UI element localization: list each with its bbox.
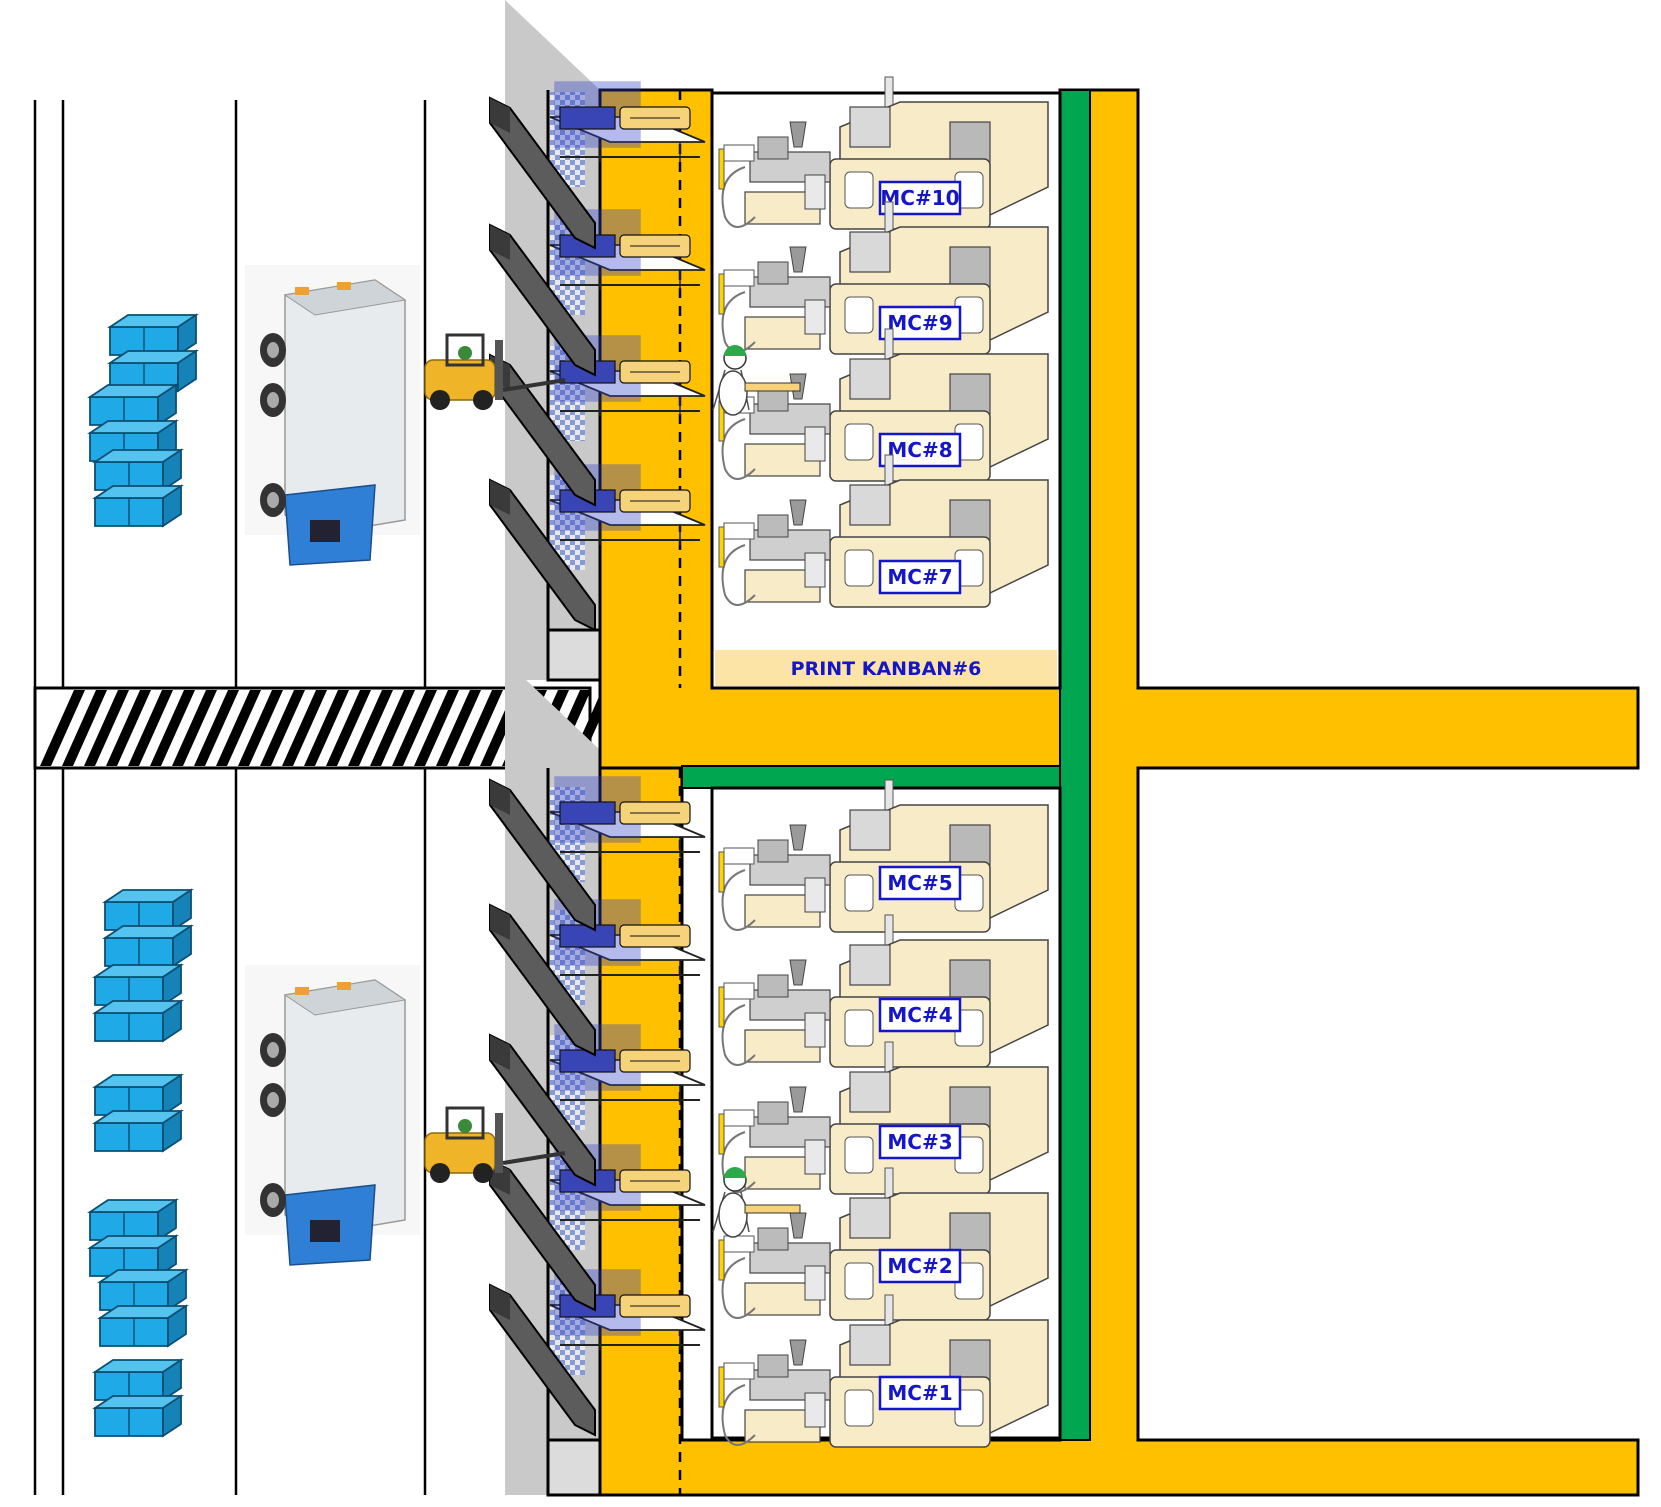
dock-ramp-icon <box>489 478 596 632</box>
injection-machine-icon: MC#3 <box>718 1041 1049 1195</box>
dock-ramp-icon <box>489 1158 596 1312</box>
machine-label-box <box>878 997 962 1033</box>
print-kanban-label: PRINT KANBAN#6 <box>791 658 982 680</box>
box-stack-icon <box>97 1268 189 1348</box>
box-stack-icon <box>107 313 199 393</box>
forklift-icon <box>424 1106 566 1183</box>
box-stack-icon <box>92 1358 184 1438</box>
box-stack-icon <box>92 963 184 1043</box>
dock-ramp-icon <box>489 1283 596 1437</box>
machine-label: MC#7 <box>887 565 952 589</box>
injection-machine-icon: MC#5 <box>718 779 1049 933</box>
injection-machine-icon: MC#9 <box>718 201 1049 355</box>
machine-label-box <box>878 1248 962 1284</box>
road-lane-lines <box>33 100 427 1495</box>
machine-label-box <box>878 1375 962 1411</box>
machine-label: MC#8 <box>887 438 952 462</box>
machine-label: MC#4 <box>887 1003 952 1027</box>
injection-machine-icon: MC#1 <box>718 1294 1049 1448</box>
box-stack-icon <box>102 888 194 968</box>
shipping-rack-icon <box>549 776 706 882</box>
injection-machine-icon: MC#4 <box>718 914 1049 1068</box>
injection-machines: MC#10 MC#9 MC#8 MC#7 MC#5 MC#4 MC#3 MC#2 MC#1 <box>718 76 1049 1448</box>
machine-label-box <box>878 559 962 595</box>
truck-icon <box>245 265 420 566</box>
box-stack-icon <box>87 1198 179 1278</box>
machine-label: MC#2 <box>887 1254 952 1278</box>
forklifts <box>424 333 566 1183</box>
shipping-rack-icon <box>549 81 706 187</box>
crosswalk <box>33 686 613 770</box>
injection-machine-icon: MC#10 <box>718 76 1049 230</box>
dock-ramp-icon <box>489 1033 596 1187</box>
machine-label: MC#3 <box>887 1130 952 1154</box>
injection-machine-icon: MC#7 <box>718 454 1049 608</box>
box-stacks <box>87 313 199 1438</box>
dock-ramp-icon <box>489 903 596 1057</box>
dock-ramp-icon <box>489 96 596 250</box>
operator-icon <box>712 345 801 416</box>
machine-label: MC#9 <box>887 311 952 335</box>
operators <box>712 345 801 1238</box>
dock-ramp-icon <box>489 223 596 377</box>
truck-icon <box>245 965 420 1266</box>
box-stack-icon <box>87 383 179 463</box>
injection-machine-icon: MC#8 <box>718 328 1049 482</box>
machine-label-box <box>878 1124 962 1160</box>
box-stack-icon <box>92 448 184 528</box>
machine-label: MC#10 <box>880 186 959 210</box>
machine-label: MC#1 <box>887 1381 952 1405</box>
dock-ramps <box>489 96 596 1437</box>
trucks <box>245 265 420 1266</box>
dock-ramp-icon <box>489 778 596 932</box>
machine-label: MC#5 <box>887 871 952 895</box>
box-stack-icon <box>92 1073 184 1153</box>
operator-icon <box>712 1167 801 1238</box>
forklift-icon <box>424 333 566 410</box>
machine-label-box <box>878 865 962 901</box>
injection-machine-icon: MC#2 <box>718 1167 1049 1321</box>
